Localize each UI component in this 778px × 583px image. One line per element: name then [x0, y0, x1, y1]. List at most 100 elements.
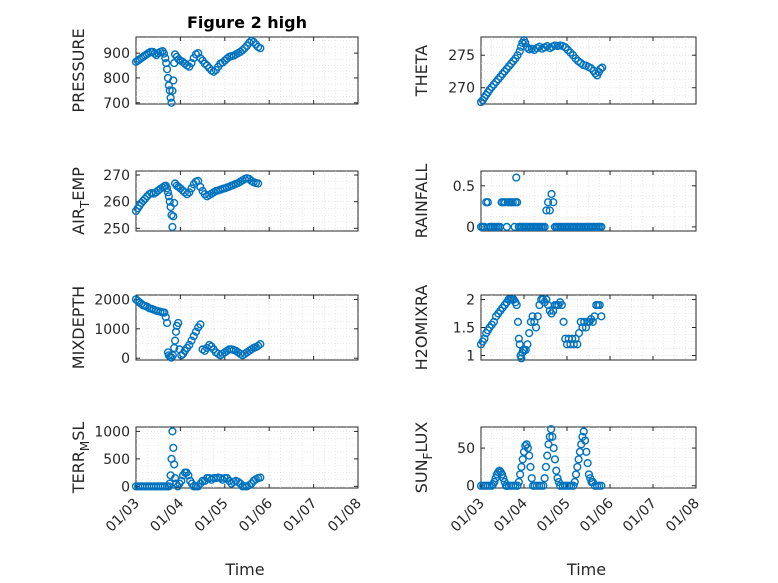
data-point	[159, 49, 169, 58]
data-point	[174, 55, 183, 64]
y-tick-label: 700	[103, 96, 130, 112]
data-point	[184, 471, 193, 480]
data-point	[170, 198, 179, 208]
data-point	[563, 45, 572, 55]
data-point	[580, 436, 590, 445]
data-point	[182, 190, 192, 199]
data-point	[580, 317, 589, 326]
subplot-rainfall: 0 0.5 RAINFALL	[412, 164, 697, 239]
data-point	[167, 210, 176, 220]
data-point	[523, 443, 532, 453]
data-point	[553, 474, 562, 483]
y-tick-label: 1	[466, 349, 475, 365]
data-point	[170, 460, 179, 469]
data-point	[196, 182, 205, 192]
data-point	[547, 189, 556, 199]
data-point	[582, 447, 591, 456]
data-point	[526, 317, 535, 326]
data-point	[161, 53, 170, 63]
y-axis-label: RAINFALL	[412, 164, 431, 239]
data-point	[514, 334, 523, 343]
data-point	[569, 340, 578, 349]
data-point	[185, 340, 194, 350]
data-point	[597, 312, 606, 321]
data-point	[543, 198, 553, 207]
data-point	[597, 481, 606, 490]
x-axis-label: Time	[224, 560, 264, 579]
data-point	[168, 427, 177, 436]
data-point	[500, 198, 510, 207]
data-point	[521, 38, 530, 47]
data-point	[162, 65, 172, 74]
data-point	[579, 427, 588, 436]
chart-title: Figure 2 high	[187, 13, 307, 32]
x-tick-label: 01/07	[281, 496, 321, 536]
data-point	[508, 198, 517, 207]
x-tick-label: 01/03	[448, 496, 488, 536]
data-point	[502, 222, 511, 231]
x-tick-label: 01/04	[147, 495, 187, 535]
data-point	[163, 188, 173, 197]
y-axis-label: MIXDEPTH	[69, 286, 88, 369]
data-point	[174, 318, 183, 328]
data-point	[583, 459, 592, 468]
y-tick-label: 1000	[94, 424, 130, 440]
x-axis-label: Time	[566, 560, 606, 579]
data-point	[586, 64, 596, 73]
y-axis-label: AIRTEMP	[69, 167, 92, 235]
data-point	[521, 345, 530, 355]
y-tick-label: 1.5	[453, 321, 475, 337]
data-point	[552, 466, 561, 475]
data-point	[570, 477, 579, 487]
x-tick-label: 01/03	[103, 496, 143, 536]
data-point	[240, 44, 249, 53]
series-markers	[131, 427, 265, 491]
x-tick-label: 01/06	[236, 495, 276, 535]
data-point	[162, 318, 172, 328]
y-axis-label: H2OMIXRA	[412, 285, 431, 371]
y-axis-label: THETA	[412, 45, 431, 97]
data-point	[526, 462, 535, 472]
data-point	[549, 198, 558, 207]
data-point	[584, 470, 594, 479]
data-point	[522, 440, 531, 449]
data-point	[540, 222, 549, 231]
y-tick-label: 0	[121, 351, 130, 367]
subplot-air_temp: 250 260 270 AIRTEMP	[69, 167, 359, 237]
data-point	[165, 197, 174, 206]
data-point	[522, 43, 532, 52]
data-point	[525, 329, 534, 338]
data-point	[543, 451, 552, 460]
data-point	[513, 481, 522, 490]
data-point	[196, 53, 205, 63]
data-point	[168, 222, 177, 232]
y-tick-label: 2	[466, 292, 475, 308]
data-point	[187, 336, 196, 345]
data-point	[561, 43, 570, 52]
data-point	[523, 340, 532, 349]
data-point	[480, 334, 489, 343]
data-point	[514, 477, 523, 487]
data-point	[254, 179, 263, 188]
data-point	[176, 184, 185, 193]
y-tick-label: 275	[448, 48, 475, 64]
y-tick-label: 1000	[94, 322, 130, 338]
data-point	[513, 198, 522, 207]
data-point	[256, 44, 265, 53]
data-point	[499, 474, 508, 483]
data-point	[170, 336, 180, 345]
data-point	[202, 61, 212, 70]
data-point	[578, 323, 587, 332]
data-point	[196, 320, 205, 329]
data-point	[518, 455, 527, 464]
data-point	[571, 470, 581, 479]
data-point	[187, 184, 196, 193]
data-point	[483, 198, 492, 207]
y-tick-label: 260	[103, 195, 130, 211]
y-axis-label: TERRMSL	[69, 422, 92, 495]
data-point	[559, 317, 568, 326]
data-point	[164, 192, 173, 201]
data-point	[160, 308, 169, 317]
data-point	[497, 470, 507, 479]
